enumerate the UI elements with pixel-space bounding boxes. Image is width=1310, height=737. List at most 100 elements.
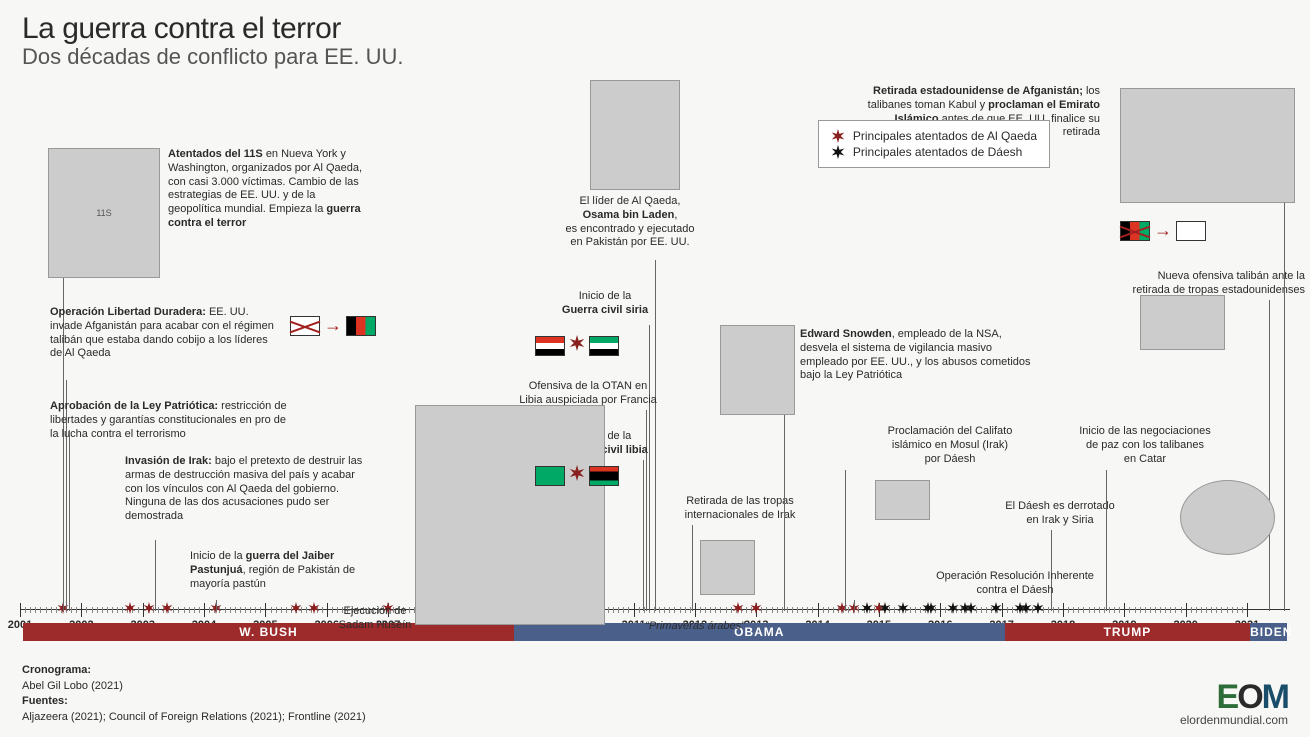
tick-minor — [76, 607, 77, 613]
event-snowden: Edward Snowden, empleado de la NSA, desv… — [800, 328, 1040, 383]
tick-minor — [710, 607, 711, 613]
tick-minor — [1237, 607, 1238, 613]
tick-major — [20, 603, 21, 617]
tick-minor — [639, 607, 640, 613]
tick-minor — [1175, 607, 1176, 613]
tick-minor — [240, 607, 241, 613]
placeholder-p-iraqmap — [700, 540, 755, 595]
president-bar-w-bush: W. BUSH — [23, 623, 514, 641]
leader-line — [784, 395, 785, 611]
event-irak: Invasión de Irak: bajo el pretexto de de… — [125, 455, 365, 524]
legend-item: Principales atentados de Dáesh — [831, 145, 1037, 159]
page-title: La guerra contra el terror — [22, 12, 404, 46]
tick-minor — [199, 607, 200, 613]
tick-minor — [117, 607, 118, 613]
tick-minor — [1053, 607, 1054, 613]
tick-minor — [97, 607, 98, 613]
tick-minor — [986, 607, 987, 613]
tick-minor — [1119, 607, 1120, 613]
logo-url: elordenmundial.com — [1180, 713, 1288, 727]
tick-minor — [245, 607, 246, 613]
tick-minor — [260, 607, 261, 613]
tick-minor — [1145, 607, 1146, 613]
tick-major — [940, 603, 941, 617]
tick-minor — [669, 607, 670, 613]
attack-marker — [879, 601, 891, 613]
legend-item: Principales atentados de Al Qaeda — [831, 129, 1037, 143]
attack-marker — [732, 601, 744, 613]
flagset-fs-syria — [535, 335, 619, 356]
tick-minor — [715, 607, 716, 613]
tick-minor — [51, 607, 52, 613]
tick-minor — [1012, 607, 1013, 613]
tick-minor — [1181, 607, 1182, 613]
president-bar-trump: TRUMP — [1005, 623, 1250, 641]
tick-minor — [1129, 607, 1130, 613]
arrow-icon: → — [1154, 220, 1172, 241]
attack-marker — [161, 601, 173, 613]
tick-minor — [766, 607, 767, 613]
tick-minor — [30, 607, 31, 613]
event-califato: Proclamación del Califatoislámico en Mos… — [860, 425, 1040, 466]
arrow-icon: → — [324, 315, 342, 336]
attack-marker — [947, 601, 959, 613]
leader-line — [854, 600, 855, 611]
flag-icon — [1176, 221, 1206, 241]
leader-line — [845, 470, 846, 611]
tick-minor — [158, 607, 159, 613]
attack-marker — [124, 601, 136, 613]
tick-minor — [659, 607, 660, 613]
credit: Abel Gil Lobo (2021) — [22, 679, 366, 694]
placeholder-p-kabul — [1120, 88, 1295, 203]
leader-line — [155, 540, 156, 611]
event-siria: Inicio de laGuerra civil siria — [535, 290, 675, 318]
attack-marker — [1020, 601, 1032, 613]
tick-minor — [894, 607, 895, 613]
event-ofensiva-taliban: Nueva ofensiva talibán ante laretirada d… — [1075, 270, 1305, 298]
tick-minor — [981, 607, 982, 613]
placeholder-p-towers: 11S — [48, 148, 160, 278]
tick-minor — [225, 607, 226, 613]
tick-minor — [189, 607, 190, 613]
tick-minor — [1068, 607, 1069, 613]
tick-minor — [628, 607, 629, 613]
tick-minor — [613, 607, 614, 613]
tick-minor — [286, 607, 287, 613]
tick-minor — [1109, 607, 1110, 613]
tick-minor — [1221, 607, 1222, 613]
leader-line — [643, 460, 644, 611]
tick-minor — [1211, 607, 1212, 613]
event-jaiber: Inicio de la guerra del Jaiber Pastunjuá… — [190, 550, 390, 591]
tick-minor — [1227, 607, 1228, 613]
leader-line — [1106, 470, 1107, 611]
tick-minor — [802, 607, 803, 613]
attack-marker — [861, 601, 873, 613]
tick-minor — [1135, 607, 1136, 613]
attack-marker — [925, 601, 937, 613]
tick-minor — [40, 607, 41, 613]
tick-major — [1124, 603, 1125, 617]
tick-minor — [680, 607, 681, 613]
tick-minor — [138, 607, 139, 613]
leader-line — [69, 430, 70, 611]
placeholder-p-saddam — [415, 405, 605, 625]
tick-minor — [122, 607, 123, 613]
placeholder-p-snowden — [720, 325, 795, 415]
tick-minor — [1083, 607, 1084, 613]
tick-minor — [1206, 607, 1207, 613]
attack-marker — [750, 601, 762, 613]
tick-minor — [1058, 607, 1059, 613]
flag-icon — [589, 466, 619, 486]
tick-minor — [623, 607, 624, 613]
tick-minor — [1160, 607, 1161, 613]
event-daesh-derrotado: El Dáesh es derrotadoen Irak y Siria — [980, 500, 1140, 528]
tick-major — [1186, 603, 1187, 617]
tick-minor — [685, 607, 686, 613]
leader-line — [1284, 155, 1285, 611]
placeholder-p-daeshflag — [875, 480, 930, 520]
tick-minor — [271, 607, 272, 613]
tick-minor — [250, 607, 251, 613]
leader-line — [649, 325, 650, 611]
tick-minor — [910, 607, 911, 613]
placeholder-p-catar — [1180, 480, 1275, 555]
